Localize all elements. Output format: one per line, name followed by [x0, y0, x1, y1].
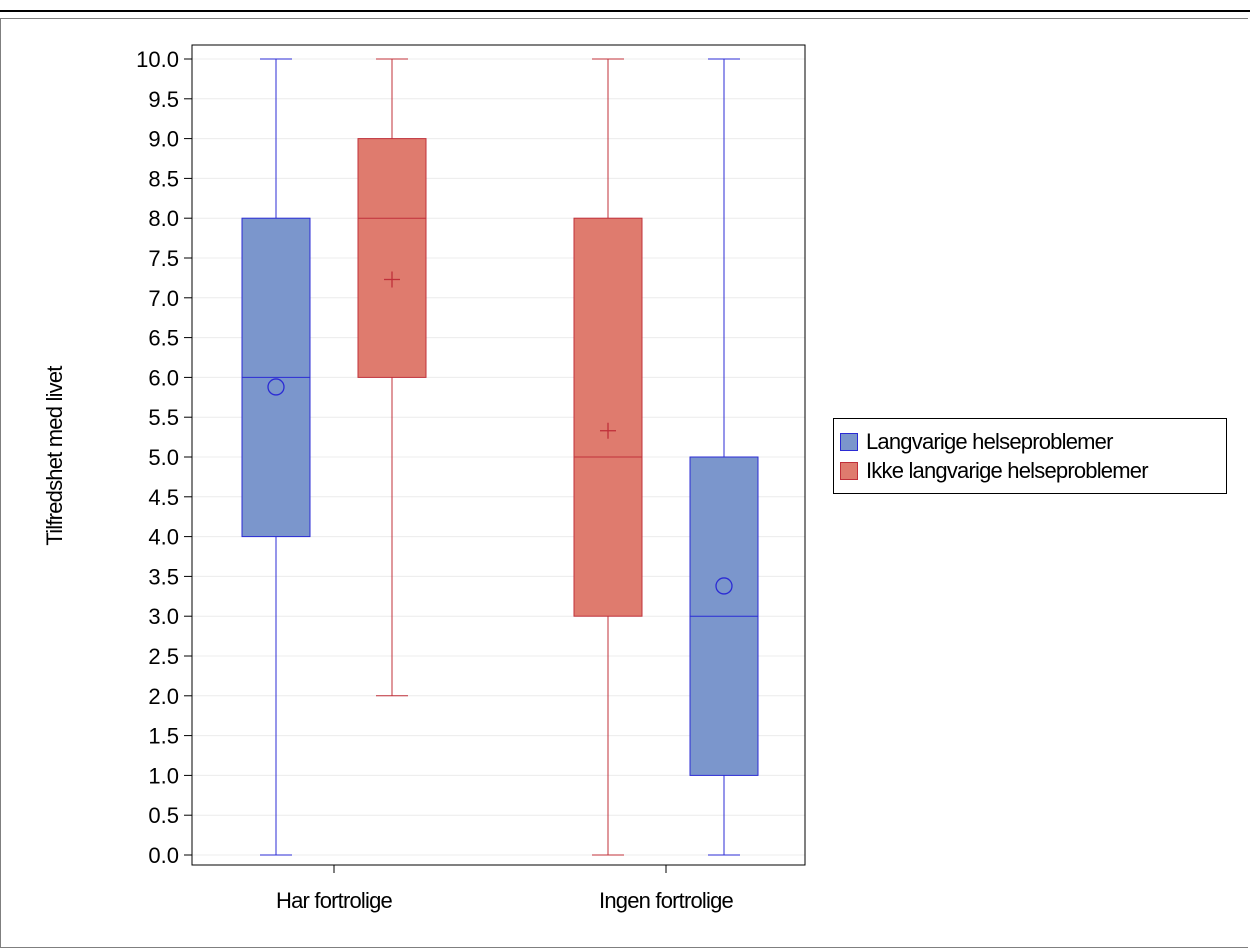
top-rule	[0, 10, 1250, 12]
mean-marker	[600, 422, 616, 439]
legend-item-langvarige: Langvarige helseproblemer	[840, 428, 1113, 456]
y-tick-label: 8.5	[148, 166, 179, 191]
legend-label: Ikke langvarige helseproblemer	[866, 458, 1149, 483]
legend: Langvarige helseproblemer Ikke langvarig…	[833, 418, 1227, 494]
y-tick-label: 4.5	[148, 485, 179, 510]
box-ikke-langvarige-har	[357, 58, 427, 697]
y-axis-label: Tilfredshet med livet	[42, 366, 67, 546]
y-tick-label: 0.0	[148, 843, 179, 868]
y-tick-label: 0.5	[148, 803, 179, 828]
box-langvarige-ingen	[689, 58, 759, 856]
y-tick-label: 2.5	[148, 644, 179, 669]
y-tick-label: 5.0	[148, 445, 179, 470]
iqr-box	[357, 138, 427, 378]
y-tick-label: 3.0	[148, 604, 179, 629]
y-tick-label: 7.5	[148, 246, 179, 271]
y-tick-label: 9.0	[148, 127, 179, 152]
box-ikke-langvarige-ingen	[573, 58, 643, 856]
y-tick-label: 4.0	[148, 525, 179, 550]
x-tick-label: Har fortrolige	[276, 888, 393, 913]
chart-frame	[0, 18, 1248, 948]
plot-area	[191, 44, 806, 866]
y-tick-label: 9.5	[148, 87, 179, 112]
box-langvarige-har	[241, 58, 311, 856]
mean-marker	[267, 378, 285, 396]
y-tick-label: 2.0	[148, 684, 179, 709]
legend-label: Langvarige helseproblemer	[866, 429, 1113, 454]
y-tick-label: 1.5	[148, 724, 179, 749]
y-tick-label: 10.0	[136, 47, 179, 72]
y-tick-label: 7.0	[148, 286, 179, 311]
y-tick-label: 6.5	[148, 326, 179, 351]
mean-marker	[384, 271, 400, 288]
y-tick-label: 6.0	[148, 365, 179, 390]
legend-swatch-blue	[840, 433, 858, 451]
mean-marker	[715, 577, 733, 595]
y-tick-label: 8.0	[148, 206, 179, 231]
boxes	[241, 58, 759, 856]
y-axis: 0.0 0.5 1.0 1.5 2.0 2.5 3.0 3.5 4.0 4.5 5.0 5.5 6.0 6…	[136, 47, 192, 868]
y-tick-label: 3.5	[148, 564, 179, 589]
x-tick-label: Ingen fortrolige	[599, 888, 734, 913]
y-tick-label: 5.5	[148, 405, 179, 430]
x-axis: Har fortrolige Ingen fortrolige	[276, 865, 734, 913]
legend-swatch-red	[840, 462, 858, 480]
legend-item-ikke-langvarige: Ikke langvarige helseproblemer	[840, 457, 1149, 485]
y-tick-label: 1.0	[148, 763, 179, 788]
iqr-box	[573, 217, 643, 617]
